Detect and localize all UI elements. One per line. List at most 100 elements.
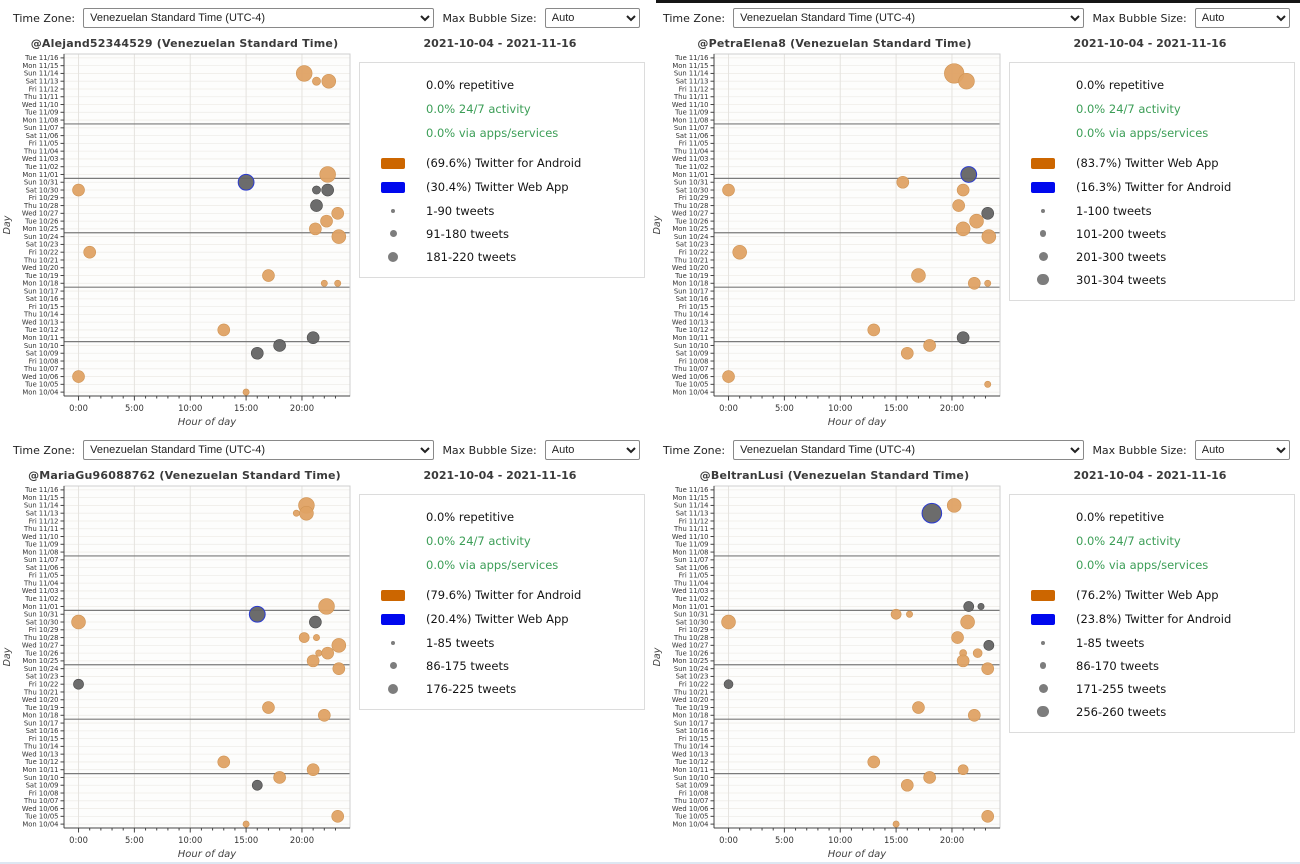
bubble [331,810,345,823]
svg-text:Fri 11/12: Fri 11/12 [29,85,59,93]
svg-text:Thu 11/11: Thu 11/11 [673,93,709,101]
svg-text:Sat 10/23: Sat 10/23 [26,241,59,249]
max-bubble-select[interactable]: Auto [544,8,640,28]
bubble [960,614,975,630]
svg-text:Fri 10/15: Fri 10/15 [679,303,709,311]
bubble [319,166,336,183]
legend-row: 0.0% 24/7 activity [360,529,644,553]
svg-text:15:00: 15:00 [884,403,908,413]
svg-text:Wed 10/27: Wed 10/27 [22,210,59,218]
date-range: 2021-10-04 - 2021-11-16 [1073,37,1227,50]
svg-text:Sat 11/13: Sat 11/13 [676,78,709,86]
time-zone-select[interactable]: Venezuelan Standard Time (UTC-4) [83,440,435,460]
svg-text:Mon 10/25: Mon 10/25 [672,225,708,233]
source-swatch-icon [381,181,405,193]
date-range: 2021-10-04 - 2021-11-16 [423,37,577,50]
svg-text:Thu 10/28: Thu 10/28 [673,202,709,210]
y-axis-title: Day [2,215,13,234]
svg-text:Mon 10/04: Mon 10/04 [22,388,58,396]
svg-text:Mon 11/08: Mon 11/08 [22,548,58,556]
svg-text:Thu 10/07: Thu 10/07 [23,797,59,805]
size-dot-icon [1038,684,1048,693]
svg-text:Thu 11/04: Thu 11/04 [23,579,59,587]
svg-text:Tue 11/16: Tue 11/16 [674,486,708,494]
svg-text:Mon 10/11: Mon 10/11 [672,766,708,774]
date-range: 2021-10-04 - 2021-11-16 [423,469,577,482]
bubble [968,276,981,290]
bubble [262,701,275,714]
time-zone-select[interactable]: Venezuelan Standard Time (UTC-4) [733,440,1085,460]
bubble-marks [71,497,347,828]
panel-petraelena: Time Zone: Venezuelan Standard Time (UTC… [650,0,1300,432]
bubble [956,654,970,668]
svg-text:Thu 10/07: Thu 10/07 [673,365,709,373]
svg-text:Sat 10/16: Sat 10/16 [676,727,709,735]
legend-row: 101-200 tweets [1010,222,1294,245]
max-bubble-select[interactable]: Auto [544,440,640,460]
legend-row: 301-304 tweets [1010,268,1294,291]
svg-text:Thu 11/04: Thu 11/04 [23,147,59,155]
svg-text:Mon 10/11: Mon 10/11 [22,334,58,342]
svg-text:Sun 10/31: Sun 10/31 [674,611,709,619]
svg-text:Mon 11/15: Mon 11/15 [672,62,708,70]
svg-text:Wed 11/10: Wed 11/10 [22,101,59,109]
size-dot-icon [389,662,397,669]
legend-icon-cell [1010,208,1076,213]
svg-text:Mon 11/01: Mon 11/01 [672,171,708,179]
legend-icon-cell [1010,230,1076,237]
max-bubble-label: Max Bubble Size: [442,11,537,25]
svg-text:0:00: 0:00 [69,403,88,413]
svg-text:5:00: 5:00 [125,835,144,845]
x-axis: 0:00 5:00 10:00 15:00 20:00 [69,396,336,413]
svg-text:Mon 11/08: Mon 11/08 [672,116,708,124]
legend-icon-cell [1010,662,1076,669]
legend-row: (20.4%) Twitter Web App [360,607,644,631]
legend-label: 256-260 tweets [1076,704,1167,719]
size-dot-icon [389,230,397,237]
chart-title: @PetraElena8 (Venezuelan Standard Time) [697,37,972,50]
svg-text:Thu 11/11: Thu 11/11 [23,525,59,533]
bubble [306,763,320,777]
svg-text:Sat 10/09: Sat 10/09 [26,782,59,790]
legend-icon-cell [1010,684,1076,693]
bubble [331,638,347,653]
svg-text:Sat 10/23: Sat 10/23 [676,673,709,681]
bubble [923,339,936,352]
svg-text:15:00: 15:00 [884,835,908,845]
svg-text:Tue 10/12: Tue 10/12 [674,326,708,334]
svg-text:Wed 10/20: Wed 10/20 [22,264,59,272]
svg-text:Wed 10/27: Wed 10/27 [672,210,709,218]
legend-row: (79.6%) Twitter for Android [360,583,644,607]
max-bubble-select[interactable]: Auto [1194,440,1290,460]
svg-text:Fri 11/12: Fri 11/12 [29,517,59,525]
svg-text:Sat 11/06: Sat 11/06 [26,564,59,572]
bubble [983,639,995,651]
source-swatch-icon [1031,157,1055,169]
svg-text:Thu 10/14: Thu 10/14 [23,743,59,751]
time-zone-select[interactable]: Venezuelan Standard Time (UTC-4) [733,8,1085,28]
legend-row: 0.0% repetitive [1010,505,1294,529]
bubble [273,771,286,784]
svg-text:Tue 10/26: Tue 10/26 [24,649,58,657]
bubble [310,199,323,212]
y-axis-title: Day [652,647,663,666]
size-dot-icon [1037,273,1049,286]
chart-title: @MariaGu96088762 (Venezuelan Standard Ti… [28,469,341,482]
time-zone-select[interactable]: Venezuelan Standard Time (UTC-4) [83,8,435,28]
bubble [900,346,914,360]
svg-text:Sun 11/14: Sun 11/14 [674,70,709,78]
page-bottom-divider [0,862,1300,864]
bubble [722,370,735,383]
svg-text:Fri 10/08: Fri 10/08 [679,357,709,365]
svg-text:Mon 10/11: Mon 10/11 [672,334,708,342]
legend-row: 1-90 tweets [360,199,644,222]
week-separator-lines [714,123,1000,343]
max-bubble-select[interactable]: Auto [1194,8,1290,28]
svg-text:Sat 11/13: Sat 11/13 [676,510,709,518]
panel-alejand: Time Zone: Venezuelan Standard Time (UTC… [0,0,650,432]
svg-text:Sat 11/06: Sat 11/06 [26,132,59,140]
svg-text:Wed 11/10: Wed 11/10 [672,101,709,109]
bubble [911,268,926,283]
